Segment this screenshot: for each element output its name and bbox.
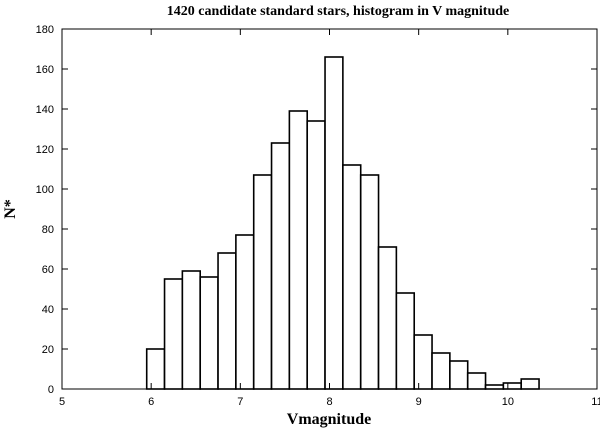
y-axis-label: N* <box>2 199 19 219</box>
histogram-bar-12 <box>359 174 380 390</box>
y-tick-label-9: 180 <box>36 24 54 36</box>
histogram-bar-10 <box>324 56 344 390</box>
histogram-bar-16 <box>431 352 451 390</box>
y-ticks-layer: 0 20 40 60 80 100 120 140 160 180 <box>36 24 597 396</box>
histogram-bar-9 <box>306 120 326 390</box>
y-tick-label-7: 140 <box>36 104 54 116</box>
x-axis-label: Vmagnitude <box>287 411 371 428</box>
histogram-bar-1 <box>163 278 184 390</box>
x-ticks-layer: 5 6 7 8 9 10 11 <box>59 29 600 408</box>
x-tick-label-3: 8 <box>326 396 332 408</box>
histogram-bar-0 <box>145 348 166 390</box>
histogram-bar-8 <box>288 110 309 390</box>
histogram-bar-4 <box>217 252 237 390</box>
histogram-bar-14 <box>395 292 416 390</box>
x-tick-label-2: 7 <box>237 396 243 408</box>
histogram-bar-15 <box>413 334 433 390</box>
histogram-bar-11 <box>342 164 362 390</box>
histogram-bar-17 <box>449 360 469 390</box>
histogram-bar-20 <box>502 382 522 390</box>
y-tick-label-1: 20 <box>42 344 54 356</box>
y-tick-label-3: 60 <box>42 264 54 276</box>
bars-layer <box>145 56 540 390</box>
chart-title: 1420 candidate standard stars, histogram… <box>167 4 510 19</box>
x-tick-label-0: 5 <box>59 396 65 408</box>
x-tick-label-6: 11 <box>591 396 600 408</box>
y-tick-label-2: 40 <box>42 304 54 316</box>
histogram-bar-19 <box>484 384 505 390</box>
histogram-bar-5 <box>235 234 255 390</box>
x-tick-label-4: 9 <box>416 396 422 408</box>
y-tick-label-4: 80 <box>42 224 54 236</box>
x-tick-label-1: 6 <box>148 396 154 408</box>
histogram-bar-2 <box>181 270 201 390</box>
y-tick-label-5: 100 <box>36 184 54 196</box>
y-tick-label-0: 0 <box>48 384 54 396</box>
x-tick-label-5: 10 <box>502 396 514 408</box>
histogram-bar-7 <box>270 142 291 390</box>
histogram-bar-3 <box>199 276 219 390</box>
histogram-bar-21 <box>520 378 540 390</box>
histogram-bar-13 <box>377 246 398 390</box>
histogram-bar-18 <box>466 372 487 390</box>
y-tick-label-6: 120 <box>36 144 54 156</box>
y-tick-label-8: 160 <box>36 64 54 76</box>
histogram-bar-6 <box>252 174 273 390</box>
